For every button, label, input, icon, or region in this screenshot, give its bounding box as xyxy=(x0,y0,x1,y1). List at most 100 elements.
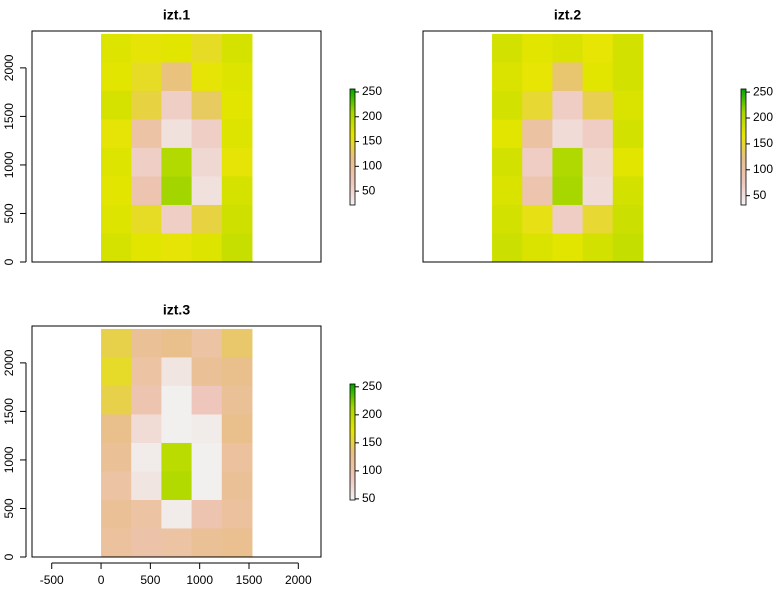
raster-cell xyxy=(221,471,253,501)
colorbar-label: 50 xyxy=(753,188,767,202)
raster-cell xyxy=(161,499,193,529)
raster-cell xyxy=(161,147,193,177)
y-tick-label: 1000 xyxy=(2,151,16,178)
raster-cell xyxy=(191,90,223,120)
x-tick-label: -500 xyxy=(40,573,64,587)
raster-cell xyxy=(522,90,553,120)
raster-cell xyxy=(161,233,193,263)
raster-cell xyxy=(101,471,132,501)
raster-cell xyxy=(161,471,193,501)
raster-cell xyxy=(221,233,253,263)
raster-cell xyxy=(131,499,162,529)
raster-cell xyxy=(221,442,253,472)
raster-cell xyxy=(161,176,193,206)
raster-cell xyxy=(221,147,253,177)
y-tick-label: 0 xyxy=(2,258,16,265)
colorbar-label: 150 xyxy=(362,134,382,148)
raster-cell xyxy=(101,147,132,177)
raster-cell xyxy=(131,176,162,206)
raster-cell xyxy=(161,33,193,63)
raster-cell xyxy=(101,357,132,387)
raster-cell xyxy=(191,33,223,63)
x-tick-label: 2000 xyxy=(285,573,312,587)
plot-box xyxy=(31,30,322,263)
panel-title: izt.1 xyxy=(163,7,190,23)
raster-cell xyxy=(191,385,223,415)
raster-cell xyxy=(191,528,223,558)
colorbar-label: 250 xyxy=(753,84,773,98)
y-tick-label: 2000 xyxy=(2,349,16,376)
raster-cell xyxy=(161,204,193,234)
colorbar xyxy=(349,383,356,501)
raster-cell xyxy=(612,33,644,63)
raster-cell xyxy=(101,385,132,415)
raster-cell xyxy=(492,62,523,92)
plot-box xyxy=(31,325,322,558)
raster-cell xyxy=(221,357,253,387)
raster-cell xyxy=(582,119,614,149)
raster-cell xyxy=(191,233,223,263)
raster-cell xyxy=(612,233,644,263)
colorbar-label: 100 xyxy=(362,463,382,477)
raster-cell xyxy=(582,62,614,92)
raster-cell xyxy=(161,62,193,92)
raster-cell xyxy=(612,119,644,149)
x-tick-label: 500 xyxy=(140,573,160,587)
raster-cell xyxy=(161,328,193,358)
raster-cell xyxy=(492,233,523,263)
raster-cell xyxy=(221,528,253,558)
raster-cell xyxy=(191,471,223,501)
x-tick-label: 1000 xyxy=(186,573,213,587)
raster-cell xyxy=(101,442,132,472)
raster-cell xyxy=(221,119,253,149)
raster-cell xyxy=(522,62,553,92)
raster-cell xyxy=(522,147,553,177)
raster-cell xyxy=(191,119,223,149)
y-tick-label: 1500 xyxy=(2,398,16,425)
colorbar-label: 150 xyxy=(362,435,382,449)
raster-cell xyxy=(191,414,223,444)
raster-cell xyxy=(492,119,523,149)
raster-cell xyxy=(101,176,132,206)
raster-cell xyxy=(101,528,132,558)
colorbar-label: 100 xyxy=(362,159,382,173)
raster-cell xyxy=(191,328,223,358)
colorbar-label: 50 xyxy=(362,491,376,505)
raster-cell xyxy=(612,204,644,234)
raster-cell xyxy=(221,499,253,529)
y-tick-label: 2000 xyxy=(2,54,16,81)
raster-cell xyxy=(101,33,132,63)
raster-cell xyxy=(221,33,253,63)
plot-box xyxy=(422,30,713,263)
colorbar-label: 200 xyxy=(362,407,382,421)
raster-cell xyxy=(552,33,584,63)
raster-cell xyxy=(131,119,162,149)
y-tick-label: 500 xyxy=(2,498,16,518)
raster-cell xyxy=(522,119,553,149)
raster-cell xyxy=(191,357,223,387)
raster-cell xyxy=(582,233,614,263)
raster-cell xyxy=(161,119,193,149)
raster-cell xyxy=(582,147,614,177)
raster-cell xyxy=(522,204,553,234)
raster-cell xyxy=(492,147,523,177)
raster-cell xyxy=(191,499,223,529)
raster-cell xyxy=(161,414,193,444)
raster-cell xyxy=(191,442,223,472)
colorbar xyxy=(740,88,747,206)
raster-cell xyxy=(131,414,162,444)
raster-cell xyxy=(492,90,523,120)
raster-cell xyxy=(101,499,132,529)
raster-cell xyxy=(552,147,584,177)
raster-cell xyxy=(582,90,614,120)
x-tick-label: 1500 xyxy=(236,573,263,587)
raster-cell xyxy=(221,62,253,92)
raster-cell xyxy=(101,204,132,234)
colorbar-label: 100 xyxy=(753,162,773,176)
raster-cell xyxy=(101,90,132,120)
raster-cell xyxy=(131,62,162,92)
raster-cell xyxy=(522,33,553,63)
raster-cell xyxy=(161,357,193,387)
raster-cell xyxy=(101,414,132,444)
raster-cell xyxy=(492,33,523,63)
